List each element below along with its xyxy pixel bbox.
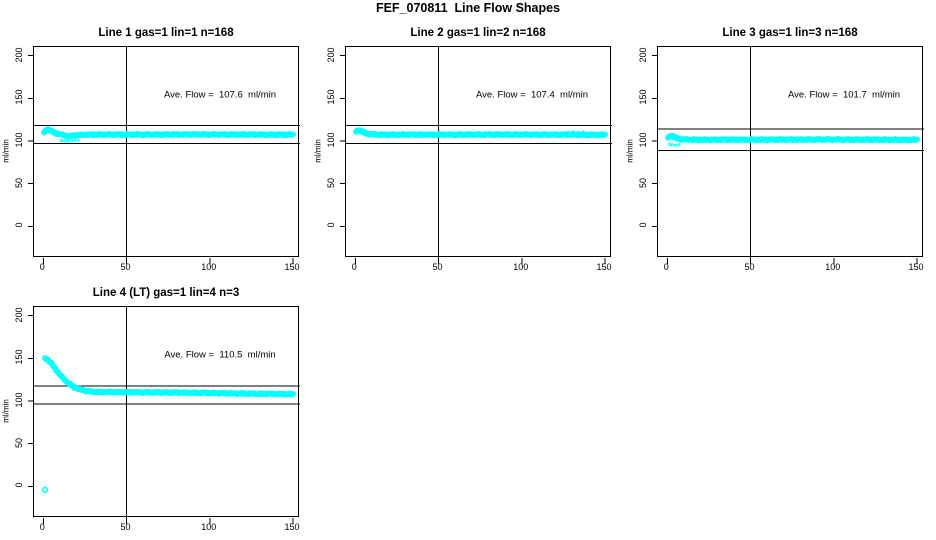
- y-tick-label: 50: [14, 437, 24, 448]
- ave-flow-annotation: Ave. Flow = 107.6 ml/min: [163, 89, 277, 101]
- y-tick-label: 150: [14, 89, 24, 105]
- panel-line-4: Line 4 (LT) gas=1 lin=4 n=3 Ave. Flow = …: [2, 287, 300, 532]
- plot-box: Ave. Flow = 101.7 ml/min: [652, 46, 924, 264]
- ave-flow-annotation: Ave. Flow = 107.4 ml/min: [475, 89, 589, 101]
- panel-line-1: Line 1 gas=1 lin=1 n=168 Ave. Flow = 107…: [2, 27, 300, 272]
- plot-canvas: [652, 47, 924, 264]
- ave-flow-annotation: Ave. Flow = 110.5 ml/min: [164, 349, 276, 361]
- plot-canvas: [28, 307, 300, 524]
- plot-canvas: [340, 47, 612, 264]
- y-tick-label: 200: [326, 47, 336, 63]
- panel-title: Line 1 gas=1 lin=1 n=168: [98, 27, 234, 39]
- y-tick-label: 0: [14, 222, 24, 228]
- y-tick-label: 0: [638, 222, 648, 228]
- y-axis-label: ml/min: [1, 139, 11, 163]
- y-axis-label: ml/min: [1, 399, 11, 423]
- x-tick-label: 0: [663, 262, 669, 272]
- y-tick-label: 50: [326, 177, 336, 188]
- x-tick-label: 150: [596, 262, 612, 272]
- y-tick-label: 200: [14, 47, 24, 63]
- y-tick-label: 0: [14, 482, 24, 488]
- y-tick-label: 100: [14, 132, 24, 148]
- y-tick-label: 150: [14, 349, 24, 365]
- panel-title: Line 2 gas=1 lin=2 n=168: [410, 27, 546, 39]
- plot-box: Ave. Flow = 107.4 ml/min: [340, 46, 612, 264]
- y-tick-label: 100: [14, 392, 24, 408]
- figure-title: FEF_070811 Line Flow Shapes: [375, 1, 561, 15]
- x-tick-label: 50: [432, 262, 443, 272]
- x-tick-label: 100: [825, 262, 841, 272]
- x-tick-label: 0: [39, 262, 45, 272]
- x-tick-label: 50: [120, 522, 131, 532]
- y-tick-label: 100: [326, 132, 336, 148]
- y-tick-label: 150: [638, 89, 648, 105]
- x-tick-label: 0: [351, 262, 357, 272]
- panel-line-3: Line 3 gas=1 lin=3 n=168 Ave. Flow = 101…: [626, 27, 924, 272]
- x-tick-label: 150: [284, 522, 300, 532]
- y-tick-label: 200: [14, 307, 24, 323]
- x-tick-label: 150: [284, 262, 300, 272]
- x-tick-label: 100: [513, 262, 529, 272]
- y-tick-label: 50: [638, 177, 648, 188]
- panel-title: Line 4 (LT) gas=1 lin=4 n=3: [92, 287, 240, 299]
- y-tick-label: 150: [326, 89, 336, 105]
- y-axis-label: ml/min: [625, 139, 635, 163]
- panel-line-2: Line 2 gas=1 lin=2 n=168 Ave. Flow = 107…: [314, 27, 612, 272]
- x-tick-label: 50: [120, 262, 131, 272]
- plot-box: Ave. Flow = 110.5 ml/min: [28, 306, 300, 524]
- x-tick-label: 100: [201, 522, 217, 532]
- plot-box: Ave. Flow = 107.6 ml/min: [28, 46, 300, 264]
- ave-flow-annotation: Ave. Flow = 101.7 ml/min: [787, 89, 901, 101]
- y-axis-label: ml/min: [313, 139, 323, 163]
- panel-title: Line 3 gas=1 lin=3 n=168: [722, 27, 858, 39]
- x-tick-label: 50: [744, 262, 755, 272]
- y-tick-label: 200: [638, 47, 648, 63]
- x-tick-label: 150: [908, 262, 924, 272]
- x-tick-label: 0: [39, 522, 45, 532]
- x-tick-label: 100: [201, 262, 217, 272]
- y-tick-label: 0: [326, 222, 336, 228]
- y-tick-label: 100: [638, 132, 648, 148]
- plot-canvas: [28, 47, 300, 264]
- y-tick-label: 50: [14, 177, 24, 188]
